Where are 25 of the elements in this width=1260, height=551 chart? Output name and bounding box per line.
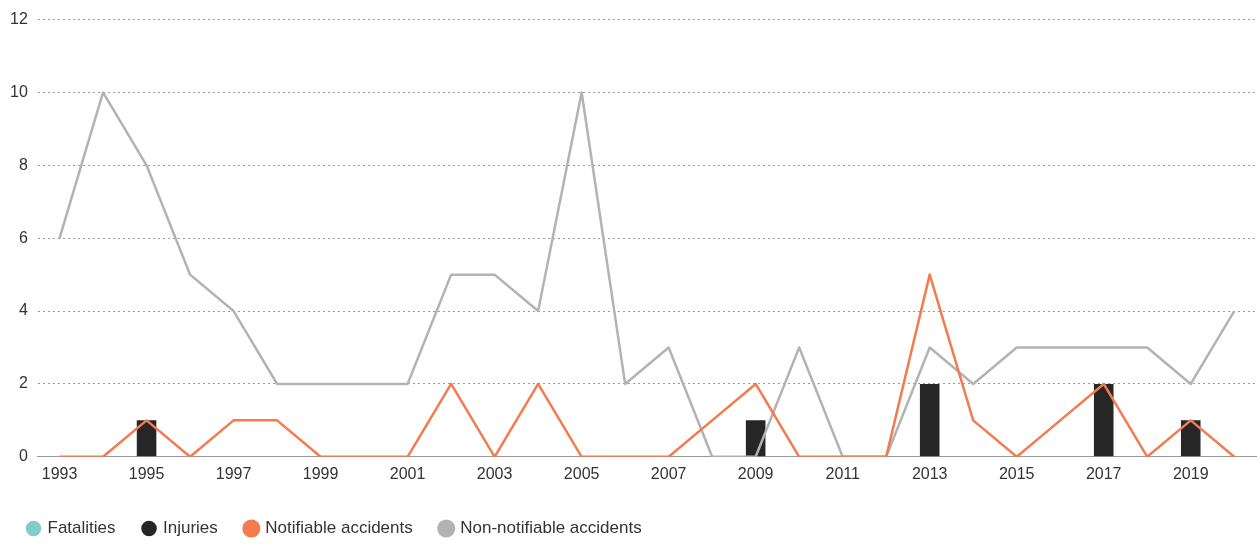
y-tick-label: 10: [10, 82, 28, 100]
x-tick-label: 1993: [41, 464, 78, 482]
legend-label: Injuries: [163, 518, 218, 538]
legend-label: Notifiable accidents: [265, 518, 413, 538]
x-tick-label: 2003: [476, 464, 513, 482]
x-tick-label: 2013: [911, 464, 948, 482]
x-tick-label: 1997: [215, 464, 252, 482]
x-tick-label: 2009: [737, 464, 774, 482]
y-tick-label: 6: [18, 228, 28, 246]
x-tick-label: 2001: [389, 464, 426, 482]
x-tick-label: 1995: [128, 464, 165, 482]
x-tick-label: 2005: [563, 464, 600, 482]
x-tick-label: 2011: [825, 464, 860, 482]
x-tick-label: 2017: [1085, 464, 1122, 482]
legend-label: Non-notifiable accidents: [460, 518, 642, 538]
y-tick-label: 0: [18, 447, 28, 465]
y-tick-label: 4: [18, 301, 28, 319]
x-tick-label: 2019: [1172, 464, 1209, 482]
y-tick-label: 8: [18, 155, 28, 173]
x-tick-label: 1999: [302, 464, 339, 482]
legend-label: Fatalities: [47, 518, 116, 538]
x-tick-label: 2015: [998, 464, 1035, 482]
y-tick-label: 12: [10, 10, 28, 28]
x-tick-label: 2007: [650, 464, 687, 482]
y-tick-label: 2: [18, 374, 28, 392]
